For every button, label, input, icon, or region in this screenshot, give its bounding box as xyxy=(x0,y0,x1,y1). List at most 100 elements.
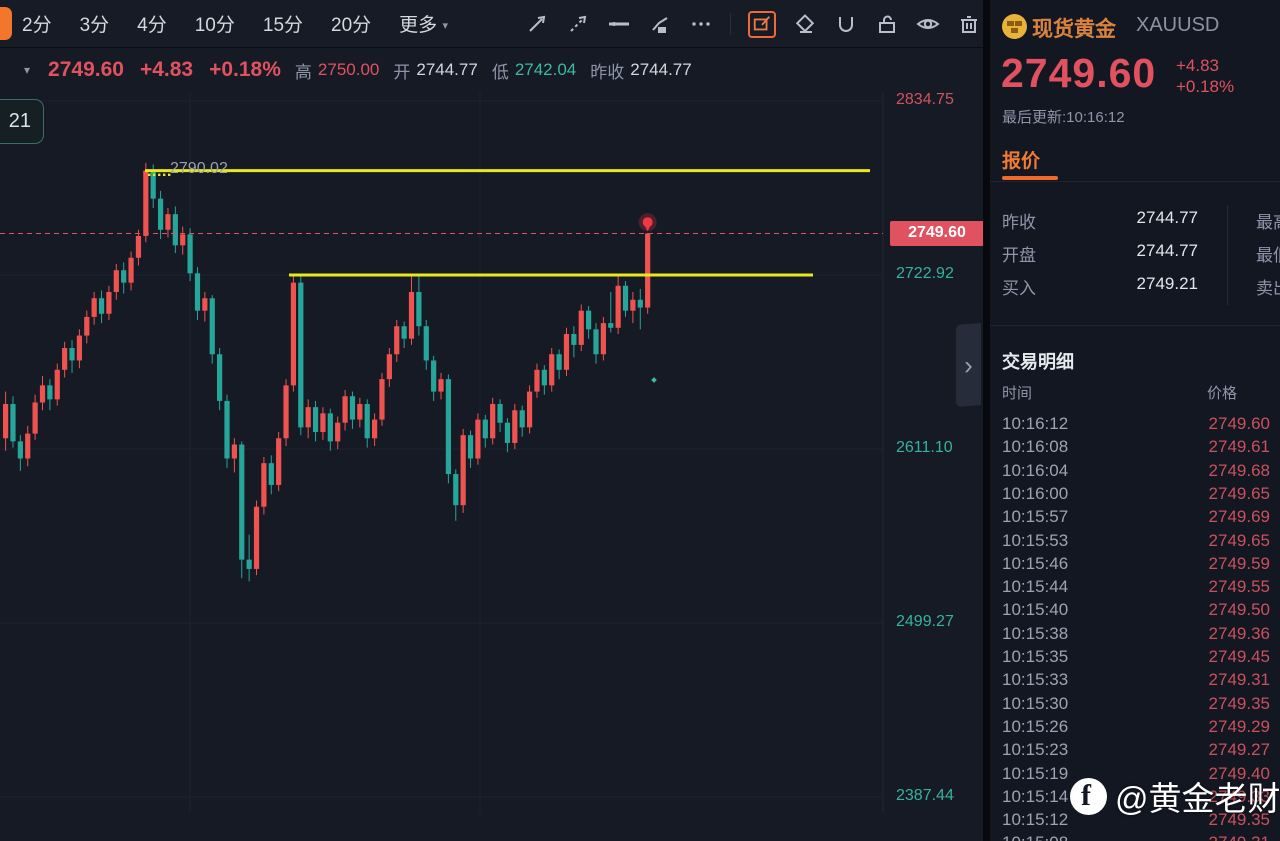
separator xyxy=(990,325,1280,326)
trade-row[interactable]: 10:16:12 2749.60 xyxy=(1002,414,1270,437)
quote-label-2: 卖出 xyxy=(1256,279,1280,298)
quote-label: 开盘 xyxy=(1002,246,1036,265)
quote-row: 买入 2749.21 卖出 xyxy=(1002,274,1280,300)
price-change: +4.83 xyxy=(139,58,194,81)
trade-row[interactable]: 10:15:12 2749.35 xyxy=(1002,810,1270,833)
quote-row: 开盘 2744.77 最低 xyxy=(1002,241,1280,267)
low-label: 低 xyxy=(491,62,509,82)
timeframe-2分[interactable]: 2分 xyxy=(22,15,52,36)
trade-row[interactable]: 10:15:26 2749.29 xyxy=(1002,717,1270,740)
trade-price: 2749.27 xyxy=(1208,740,1270,760)
panel-collapse-handle[interactable]: › xyxy=(956,323,981,407)
trade-time: 10:16:12 xyxy=(1002,414,1069,433)
panel-change-pct: +0.18% xyxy=(1176,77,1235,96)
trade-row[interactable]: 10:16:00 2749.65 xyxy=(1002,484,1270,507)
symbol-stats-bar: ▾ 2749.60 +4.83 +0.18% 高 2750.00 开 2744.… xyxy=(0,48,983,132)
eye-icon[interactable] xyxy=(916,12,940,36)
trade-row[interactable]: 10:15:57 2749.69 xyxy=(1002,507,1270,530)
trade-price: 2749.36 xyxy=(1208,623,1270,643)
quote-label-2: 最高 xyxy=(1256,213,1280,232)
timeframe-15分[interactable]: 15分 xyxy=(262,15,304,36)
tab-quotes[interactable]: 报价 xyxy=(1002,151,1041,172)
trade-row[interactable]: 10:15:35 2749.45 xyxy=(1002,647,1270,670)
trade-row[interactable]: 10:15:40 2749.50 xyxy=(1002,600,1270,623)
low-value: 2742.04 xyxy=(514,60,577,79)
timeframe-3分[interactable]: 3分 xyxy=(79,15,110,36)
last-updated: 最后更新:10:16:12 xyxy=(1002,109,1125,126)
dashed-arrow-line-icon[interactable] xyxy=(566,12,590,36)
timeframe-4分[interactable]: 4分 xyxy=(137,15,167,36)
trade-price: 2749.69 xyxy=(1208,507,1270,527)
trade-row[interactable]: 10:15:33 2749.31 xyxy=(1002,670,1270,693)
trade-row[interactable]: 10:15:53 2749.65 xyxy=(1002,531,1270,554)
price-axis-label: 2499.27 xyxy=(896,613,954,630)
toolbar: 2分 3分 4分 10分 15分 20分 更多 ▾ xyxy=(0,0,983,48)
trade-row[interactable]: 10:15:44 2749.55 xyxy=(1002,577,1270,600)
trade-price: 2749.35 xyxy=(1208,693,1270,713)
horizontal-line-icon[interactable] xyxy=(607,12,631,36)
trade-price: 2749.31 xyxy=(1209,833,1270,841)
trade-time: 10:15:30 xyxy=(1002,693,1069,713)
more-timeframes-button[interactable]: 更多 ▾ xyxy=(399,10,448,37)
instrument-name: 现货黄金 xyxy=(1032,18,1116,41)
trade-time: 10:15:23 xyxy=(1002,740,1069,760)
active-timeframe-button[interactable] xyxy=(0,7,12,40)
trade-row[interactable]: 10:15:38 2749.36 xyxy=(1002,624,1270,647)
trade-row[interactable]: 10:15:46 2749.59 xyxy=(1002,554,1270,577)
collapse-stats-icon[interactable]: ▾ xyxy=(24,63,31,77)
trade-time: 10:15:08 xyxy=(1002,833,1068,841)
quote-panel: 现货黄金 XAUUSD 2749.60 +4.83 +0.18% 最后更新:10… xyxy=(990,0,1280,841)
trade-price: 2749.59 xyxy=(1208,553,1270,573)
panel-divider[interactable] xyxy=(983,0,990,841)
price-change-pct: +0.18% xyxy=(209,58,281,81)
trade-row[interactable]: 10:15:08 2749.31 xyxy=(1002,833,1270,841)
current-price-badge: 2749.60 xyxy=(890,220,984,246)
panel-change-abs: +4.83 xyxy=(1176,56,1220,75)
trade-row[interactable]: 10:15:19 2749.40 xyxy=(1002,764,1270,787)
price-axis-label: 2387.44 xyxy=(896,787,954,804)
candlestick-chart[interactable]: 2834.75 2722.92 2611.10 2499.27 2387.44 2749… xyxy=(0,91,984,813)
quote-value: 2744.77 xyxy=(1136,208,1198,227)
toolbar-divider xyxy=(730,13,731,35)
watermark: f @黄金老财1 xyxy=(1070,772,1280,820)
edit-drawing-icon[interactable] xyxy=(748,10,776,38)
polyline-tool-icon[interactable] xyxy=(648,12,672,36)
open-label: 开 xyxy=(393,62,411,82)
trade-time: 10:15:46 xyxy=(1002,553,1069,573)
trash-icon[interactable] xyxy=(957,12,981,36)
resistance-line-label: 2790.02 xyxy=(170,159,228,177)
high-label: 高 xyxy=(294,62,312,82)
trade-price: 2749.31 xyxy=(1208,670,1270,690)
quote-value: 2749.21 xyxy=(1136,274,1198,293)
last-price: 2749.60 xyxy=(48,58,124,81)
chevron-down-icon: ▾ xyxy=(442,20,448,32)
trade-price: 2749.65 xyxy=(1208,530,1270,550)
trade-price: 2749.29 xyxy=(1208,716,1270,736)
col-time: 时间 xyxy=(1002,385,1033,402)
eraser-icon[interactable] xyxy=(793,12,817,36)
more-label: 更多 xyxy=(399,15,438,36)
magnet-icon[interactable] xyxy=(834,12,858,36)
quote-label: 昨收 xyxy=(1002,213,1036,232)
lock-icon[interactable] xyxy=(875,12,899,36)
bar-countdown-badge: 21 xyxy=(0,99,44,144)
trade-price: 2749.50 xyxy=(1208,600,1270,620)
chart-canvas[interactable] xyxy=(0,92,983,813)
gold-coin-icon xyxy=(1002,14,1027,39)
trade-row[interactable]: 10:16:04 2749.68 xyxy=(1002,461,1270,484)
trade-row[interactable]: 10:15:30 2749.35 xyxy=(1002,694,1270,717)
trade-row[interactable]: 10:15:14 2749.33 xyxy=(1002,787,1270,810)
trade-time: 10:15:26 xyxy=(1002,716,1069,736)
high-value: 2750.00 xyxy=(317,60,380,79)
facebook-icon: f xyxy=(1070,777,1107,815)
timeframe-20分[interactable]: 20分 xyxy=(331,15,372,36)
more-tools-ellipsis-icon[interactable] xyxy=(689,12,713,36)
timeframe-10分[interactable]: 10分 xyxy=(194,15,235,36)
trade-row[interactable]: 10:15:23 2749.27 xyxy=(1002,740,1270,763)
prev-close-value: 2744.77 xyxy=(630,60,692,79)
trend-line-icon[interactable] xyxy=(525,12,549,36)
trade-row[interactable]: 10:16:08 2749.61 xyxy=(1002,437,1270,460)
quote-column-divider xyxy=(1227,205,1228,305)
trade-time: 10:15:53 xyxy=(1002,530,1069,550)
